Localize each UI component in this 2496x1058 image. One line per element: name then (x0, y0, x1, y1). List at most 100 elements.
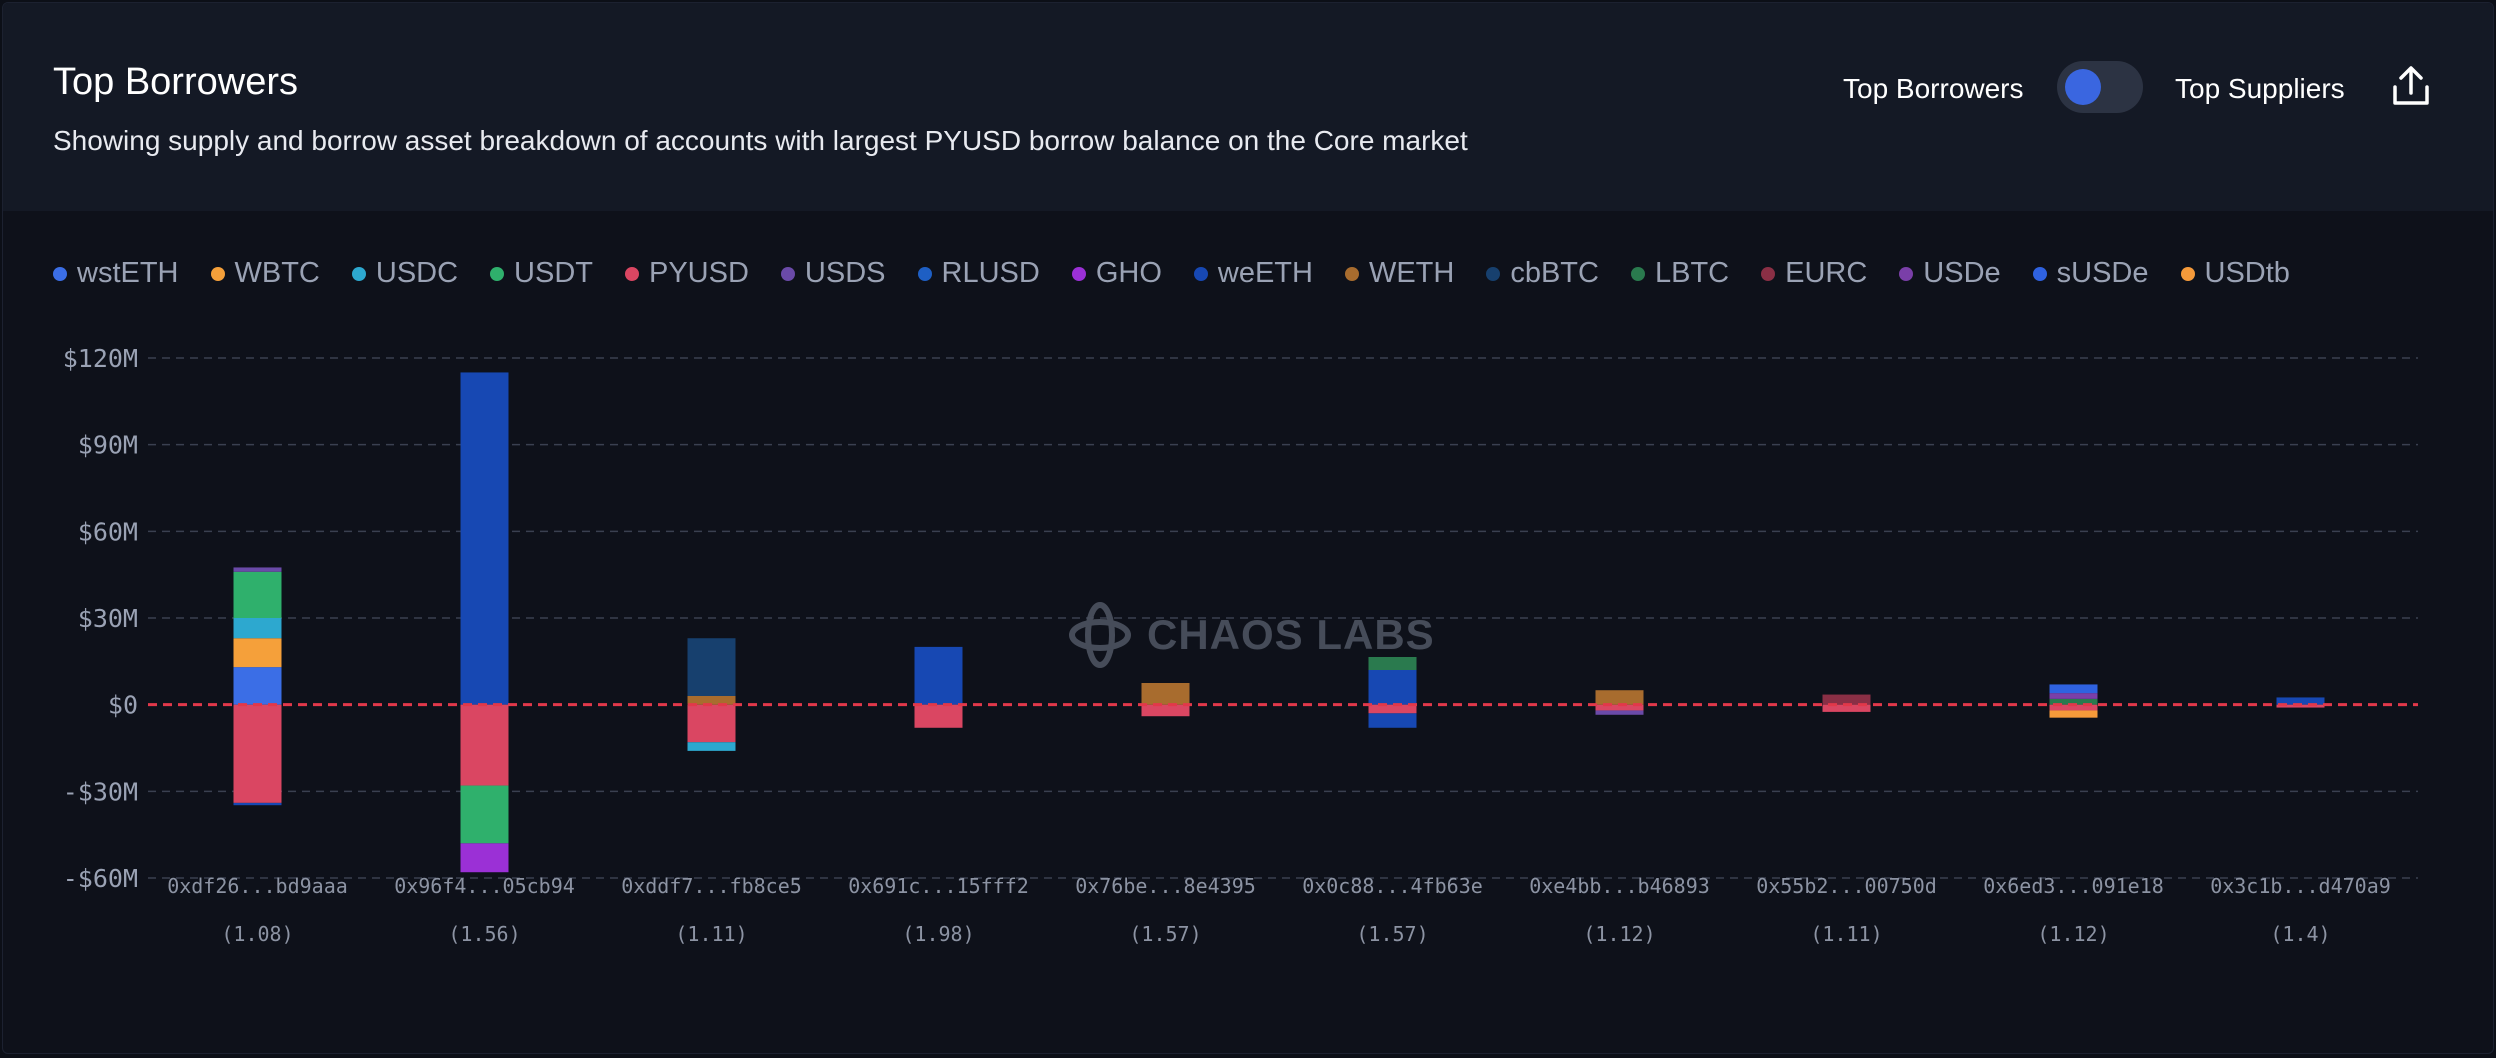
bar-segment-usdc (687, 742, 736, 751)
legend-dot (1486, 266, 1501, 281)
legend-dot (53, 266, 67, 281)
page-subtitle: Showing supply and borrow asset breakdow… (53, 125, 1468, 156)
legend-dot (625, 266, 639, 281)
x-tick-address: 0xe4bb...b46893 (1529, 874, 1710, 898)
legend-label: GHO (1095, 257, 1162, 289)
x-tick-health-factor: (1.57) (1129, 922, 1201, 946)
chart-legend: wstETH WBTC USDC USDT PYUSD USDS RLUSD GHO weETH… (53, 257, 2290, 290)
x-tick-address: 0xdf26...bd9aaa (167, 874, 348, 898)
legend-label: cbBTC (1510, 257, 1599, 289)
borrowers-suppliers-toggle[interactable] (2057, 61, 2143, 113)
stacked-bar-chart: $120M $90M $60M $30M $0 -$30M -$60M 0xdf26...bd… (63, 344, 2418, 946)
bar-segment-lbtc (1368, 657, 1417, 670)
legend-dot (210, 266, 225, 281)
legend-label: USDtb (2204, 257, 2290, 289)
bar-segment-usds (1595, 710, 1644, 715)
x-tick-address: 0x0c88...4fb63e (1302, 874, 1483, 898)
page-title: Top Borrowers (53, 61, 298, 103)
bar-segment-usdt (233, 571, 282, 618)
legend-item-wsteth[interactable]: wstETH (53, 257, 179, 290)
bar-segment-usds (233, 567, 282, 572)
legend-item-pyusd[interactable]: PYUSD (625, 257, 749, 290)
x-tick-address: 0x55b2...00750d (1756, 874, 1937, 898)
x-tick-health-factor: (1.11) (675, 922, 747, 946)
y-tick-label: $60M (78, 517, 138, 546)
toggle-label-top-suppliers[interactable]: Top Suppliers (2175, 73, 2345, 104)
y-tick-label: $0 (108, 691, 138, 720)
bar-segment-weeth (914, 646, 963, 705)
bar-segment-pyusd (1822, 704, 1871, 712)
bar-segment-pyusd (1368, 704, 1417, 714)
x-tick-address: 0x76be...8e4395 (1075, 874, 1256, 898)
x-tick-health-factor: (1.4) (2270, 922, 2330, 946)
bar-segment-weeth (460, 372, 509, 705)
y-tick-label: -$60M (63, 864, 138, 893)
legend-dot (1630, 266, 1645, 281)
legend-item-usdtb[interactable]: USDtb (2180, 257, 2290, 290)
x-tick-address: 0x3c1b...d470a9 (2210, 874, 2391, 898)
legend-dot (917, 266, 932, 281)
legend-item-usdt[interactable]: USDT (490, 257, 593, 290)
y-tick-label: $120M (63, 344, 138, 373)
legend-item-weeth[interactable]: weETH (1193, 257, 1313, 290)
legend-label: RLUSD (941, 257, 1040, 289)
bar-segment-weeth (2276, 697, 2325, 705)
bar-segment-pyusd (687, 704, 736, 743)
bar-segment-pyusd (233, 704, 282, 803)
legend-dot (2032, 266, 2047, 281)
x-tick-health-factor: (1.56) (448, 922, 520, 946)
legend-label: USDC (375, 257, 459, 289)
x-tick-health-factor: (1.57) (1356, 922, 1428, 946)
legend-item-usdc[interactable]: USDC (351, 257, 459, 290)
legend-label: WETH (1368, 257, 1455, 289)
legend-dot (351, 266, 366, 281)
legend-item-gho[interactable]: GHO (1071, 257, 1162, 290)
legend-label: sUSDe (2056, 257, 2149, 289)
legend-item-usds[interactable]: USDS (780, 257, 886, 290)
bar-segment-pyusd (1595, 704, 1644, 711)
legend-dot (1761, 266, 1776, 281)
x-tick-address: 0xddf7...fb8ce5 (621, 874, 802, 898)
bar-segment-usdtb (2049, 710, 2098, 718)
bar-segment-usdc (233, 618, 282, 639)
legend-dot (1071, 266, 1086, 281)
x-tick-health-factor: (1.12) (2037, 922, 2109, 946)
x-tick-health-factor: (1.12) (1583, 922, 1655, 946)
toggle-label-top-borrowers[interactable]: Top Borrowers (1843, 73, 2024, 104)
legend-item-rlusd[interactable]: RLUSD (917, 257, 1040, 290)
bar-segment-usdt (460, 785, 509, 844)
bar-segment-weeth (1368, 670, 1417, 705)
legend-label: weETH (1217, 257, 1313, 289)
y-tick-label: $90M (78, 431, 138, 460)
toggle-knob (2065, 69, 2101, 105)
x-tick-address: 0x96f4...05cb94 (394, 874, 575, 898)
bar-segment-weeth (233, 802, 282, 806)
bar-segment-lbtc (2049, 698, 2098, 705)
legend-item-lbtc[interactable]: LBTC (1630, 257, 1729, 290)
legend-label: PYUSD (649, 257, 749, 289)
legend-item-cbbtc[interactable]: cbBTC (1486, 257, 1599, 290)
legend-item-eurc[interactable]: EURC (1761, 257, 1867, 290)
bar-segment-pyusd (460, 704, 509, 786)
legend-item-susde[interactable]: sUSDe (2032, 257, 2149, 290)
legend-dot (1344, 266, 1359, 281)
legend-label: EURC (1785, 257, 1868, 289)
bar-segment-wsteth (233, 667, 282, 705)
bar-segment-gho (460, 843, 509, 873)
bar-segment-eurc (1822, 694, 1871, 705)
x-tick-address: 0x691c...15fff2 (848, 874, 1029, 898)
bar-segment-weth (687, 696, 736, 705)
legend-item-usde[interactable]: USDe (1899, 257, 2001, 290)
legend-label: USDT (514, 257, 593, 289)
legend-dot (1193, 266, 1208, 281)
y-tick-label: $30M (78, 604, 138, 633)
legend-item-wbtc[interactable]: WBTC (210, 257, 320, 290)
legend-label: USDe (1923, 257, 2001, 289)
legend-item-weth[interactable]: WETH (1344, 257, 1455, 290)
share-upload-icon[interactable] (2387, 63, 2435, 111)
legend-dot (490, 266, 505, 281)
bar-segment-wbtc (233, 638, 282, 668)
legend-label: WBTC (234, 257, 320, 289)
bar-segment-pyusd (1141, 704, 1190, 717)
